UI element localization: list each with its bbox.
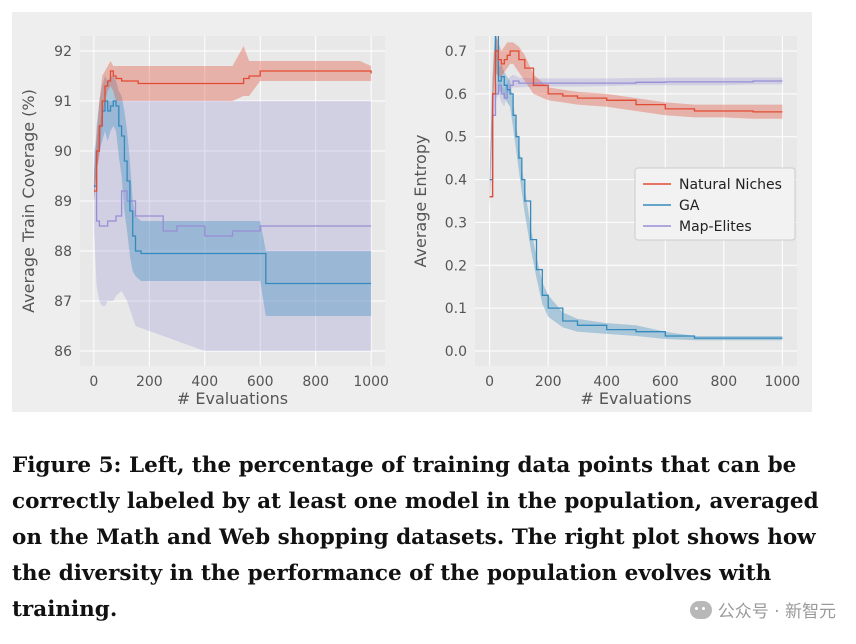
y-axis-label: Average Entropy xyxy=(411,135,430,268)
x-tick-label: 400 xyxy=(593,374,620,390)
wechat-icon xyxy=(689,600,712,619)
figure-svg: 0 200 400 600 800 1000 86 87 88 89 90 91 92 # Evaluat… xyxy=(19,36,801,408)
legend: Natural Niches GA Map-Elites xyxy=(634,167,796,241)
legend-label: Natural Niches xyxy=(679,177,782,193)
legend-box xyxy=(634,167,796,241)
plot-right: 0 200 400 600 800 1000 0.0 0.1 0.2 0.3 0.4 0.5 0.6 0.… xyxy=(411,36,801,408)
x-tick-label: 1000 xyxy=(353,374,389,390)
ga-line xyxy=(489,36,783,339)
y-tick-label: 0.6 xyxy=(445,87,467,103)
map-elites-line xyxy=(93,185,372,237)
y-tick-label: 0.3 xyxy=(445,215,467,231)
x-axis-label: # Evaluations xyxy=(580,389,691,408)
y-tick-label: 90 xyxy=(54,144,72,160)
x-tick-label: 200 xyxy=(535,374,562,390)
plot-left: 0 200 400 600 800 1000 86 87 88 89 90 91 92 # Evaluat… xyxy=(19,36,389,408)
y-tick-label: 91 xyxy=(54,94,72,110)
y-tick-label: 0.1 xyxy=(445,301,467,317)
x-tick-label: 600 xyxy=(247,374,274,390)
x-tick-label: 1000 xyxy=(765,374,801,390)
x-tick-label: 800 xyxy=(302,374,329,390)
x-tick-label: 0 xyxy=(89,374,98,390)
natural-niches-band xyxy=(93,46,372,201)
y-tick-label: 88 xyxy=(54,244,72,260)
data-layer xyxy=(93,46,372,351)
y-tick-label: 0.4 xyxy=(445,173,467,189)
y-tick-label: 92 xyxy=(54,44,72,60)
ga-line xyxy=(93,100,372,285)
figure-panel: 0 200 400 600 800 1000 86 87 88 89 90 91 92 # Evaluat… xyxy=(12,12,812,412)
data-layer xyxy=(489,36,783,341)
y-axis-label: Average Train Coverage (%) xyxy=(19,89,38,313)
x-tick-label: 800 xyxy=(710,374,737,390)
y-tick-label: 0.7 xyxy=(445,44,467,60)
x-axis-label: # Evaluations xyxy=(177,389,288,408)
y-tick-label: 0.5 xyxy=(445,130,467,146)
x-tick-label: 600 xyxy=(652,374,679,390)
y-tick-label: 0.0 xyxy=(445,344,467,360)
y-tick-label: 86 xyxy=(54,344,72,360)
y-tick-label: 89 xyxy=(54,194,72,210)
x-tick-label: 0 xyxy=(485,374,494,390)
x-tick-label: 200 xyxy=(136,374,163,390)
ga-band xyxy=(93,76,372,316)
legend-label: Map-Elites xyxy=(679,219,752,235)
watermark-text: 公众号 · 新智元 xyxy=(717,602,836,622)
legend-label: GA xyxy=(679,198,700,214)
map-elites-band xyxy=(93,101,372,351)
y-tick-label: 87 xyxy=(54,294,72,310)
map-elites-line xyxy=(489,80,783,198)
y-tick-label: 0.2 xyxy=(445,258,467,274)
natural-niches-line xyxy=(489,50,783,198)
figure-caption: Figure 5: Left, the percentage of traini… xyxy=(12,453,819,622)
natural-niches-line xyxy=(93,70,372,192)
x-tick-label: 400 xyxy=(191,374,218,390)
watermark: 公众号 · 新智元 xyxy=(689,597,836,622)
